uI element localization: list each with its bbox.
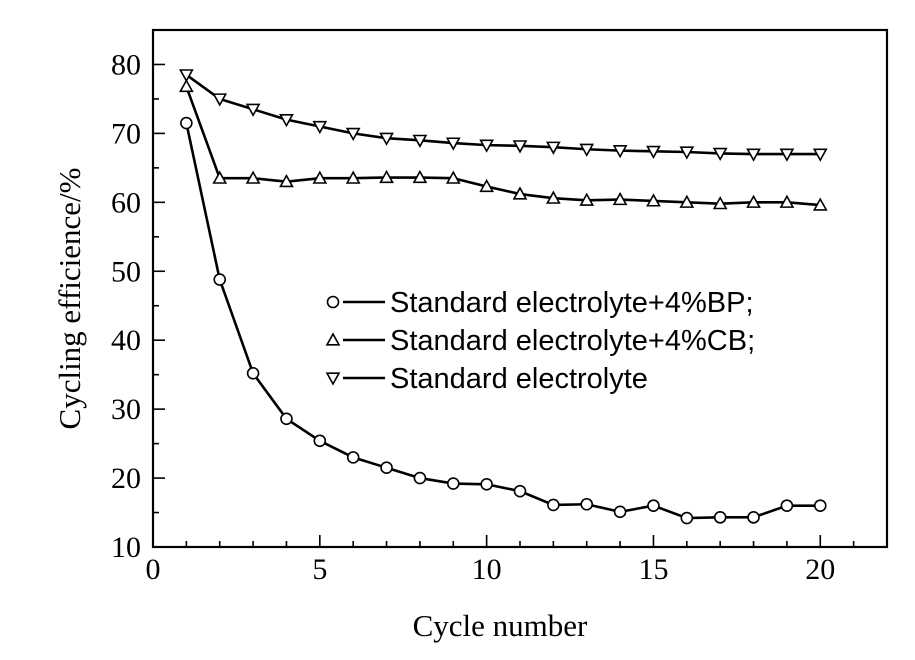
triangle-up-marker <box>312 170 328 184</box>
circle-marker <box>446 477 460 490</box>
y-tick-labels: 10 20 30 40 50 60 70 80 <box>111 48 141 564</box>
triangle-up-marker <box>279 174 294 188</box>
triangle-down-marker <box>546 141 561 155</box>
triangle-down-legend-marker <box>325 372 341 386</box>
circle-marker <box>180 116 193 130</box>
circle-marker <box>713 511 727 524</box>
y-tick-label: 10 <box>111 531 141 564</box>
circle-marker <box>513 484 527 498</box>
legend-item: Standard electrolyte <box>325 363 648 395</box>
y-tick-label: 30 <box>111 393 141 426</box>
triangle-up-legend-marker <box>325 332 341 346</box>
triangle-up-marker <box>579 192 595 206</box>
triangle-down-marker <box>612 145 628 159</box>
circle-marker <box>780 499 794 512</box>
triangle-up-marker <box>512 186 528 200</box>
triangle-up-marker <box>812 197 828 211</box>
circle-marker <box>613 505 627 519</box>
circle-marker <box>747 511 760 524</box>
triangle-down-marker <box>245 103 261 117</box>
triangle-down-marker <box>712 147 728 162</box>
triangle-up-marker <box>412 169 428 184</box>
triangle-up-marker <box>179 78 194 93</box>
y-tick-label: 40 <box>111 324 141 357</box>
triangle-down-marker <box>445 137 461 151</box>
y-tick-label: 70 <box>111 117 141 150</box>
circle-marker <box>813 499 827 512</box>
triangle-down-marker <box>179 69 194 83</box>
series-3 <box>179 69 828 162</box>
triangle-down-marker <box>646 145 661 159</box>
x-tick-label: 0 <box>146 553 161 586</box>
triangle-down-marker <box>812 148 828 162</box>
y-tick-label: 50 <box>111 255 141 288</box>
triangle-up-marker <box>345 170 361 184</box>
legend-label: Standard electrolyte+4%BP; <box>390 287 754 319</box>
circle-marker <box>680 511 694 525</box>
triangle-down-marker <box>412 134 428 148</box>
circle-marker <box>547 498 560 512</box>
triangle-down-marker <box>679 146 695 160</box>
legend: Standard electrolyte+4%BP; Standard elect… <box>325 287 755 395</box>
y-tick-label: 20 <box>111 462 141 495</box>
circle-marker <box>580 497 594 511</box>
triangle-up-marker <box>479 178 494 193</box>
series-line <box>185 73 821 156</box>
x-tick-label: 5 <box>312 553 327 586</box>
circle-legend-marker <box>326 295 340 309</box>
triangle-down-marker <box>779 148 795 162</box>
x-tick-label: 20 <box>805 553 835 586</box>
x-tick-label: 10 <box>472 553 502 586</box>
x-tick-labels: 0 5 10 15 20 <box>146 553 836 586</box>
triangle-up-marker <box>746 194 761 208</box>
circle-marker <box>380 461 393 475</box>
circle-marker <box>280 412 293 426</box>
triangle-down-marker <box>579 143 595 157</box>
triangle-up-marker <box>546 190 561 204</box>
triangle-up-marker <box>646 193 661 207</box>
triangle-up-marker <box>445 170 461 184</box>
legend-item: Standard electrolyte+4%BP; <box>326 287 754 319</box>
legend-label: Standard electrolyte <box>390 363 648 395</box>
legend-label: Standard electrolyte+4%CB; <box>390 325 755 357</box>
triangle-up-marker <box>212 170 228 184</box>
triangle-down-marker <box>279 114 294 128</box>
circle-marker <box>246 366 260 380</box>
triangle-down-marker <box>379 132 394 146</box>
tick-marks <box>153 63 855 547</box>
triangle-up-marker <box>712 196 728 210</box>
circle-marker <box>313 434 327 448</box>
triangle-down-marker <box>345 127 361 142</box>
triangle-down-marker <box>479 139 494 153</box>
triangle-up-marker <box>679 194 695 208</box>
circle-marker <box>647 499 660 512</box>
circle-marker <box>346 451 360 464</box>
y-axis-label: Cycling efficience/% <box>52 168 87 430</box>
series-line <box>185 86 821 207</box>
x-tick-label: 15 <box>638 553 668 586</box>
triangle-down-marker <box>312 120 328 135</box>
series-group <box>179 69 828 525</box>
triangle-down-marker <box>746 148 761 162</box>
circle-marker <box>213 273 227 286</box>
y-tick-label: 80 <box>111 48 141 81</box>
legend-item: Standard electrolyte+4%CB; <box>325 325 755 357</box>
y-tick-label: 60 <box>111 186 141 219</box>
triangle-up-marker <box>612 191 628 206</box>
triangle-up-marker <box>245 170 261 184</box>
triangle-down-marker <box>512 140 528 154</box>
circle-marker <box>413 471 427 485</box>
x-axis-label: Cycle number <box>413 608 588 643</box>
triangle-up-marker <box>779 194 795 208</box>
circle-marker <box>480 477 493 491</box>
triangle-down-marker <box>212 93 228 107</box>
series-1 <box>180 116 827 525</box>
series-2 <box>179 78 828 211</box>
triangle-up-marker <box>379 169 394 184</box>
